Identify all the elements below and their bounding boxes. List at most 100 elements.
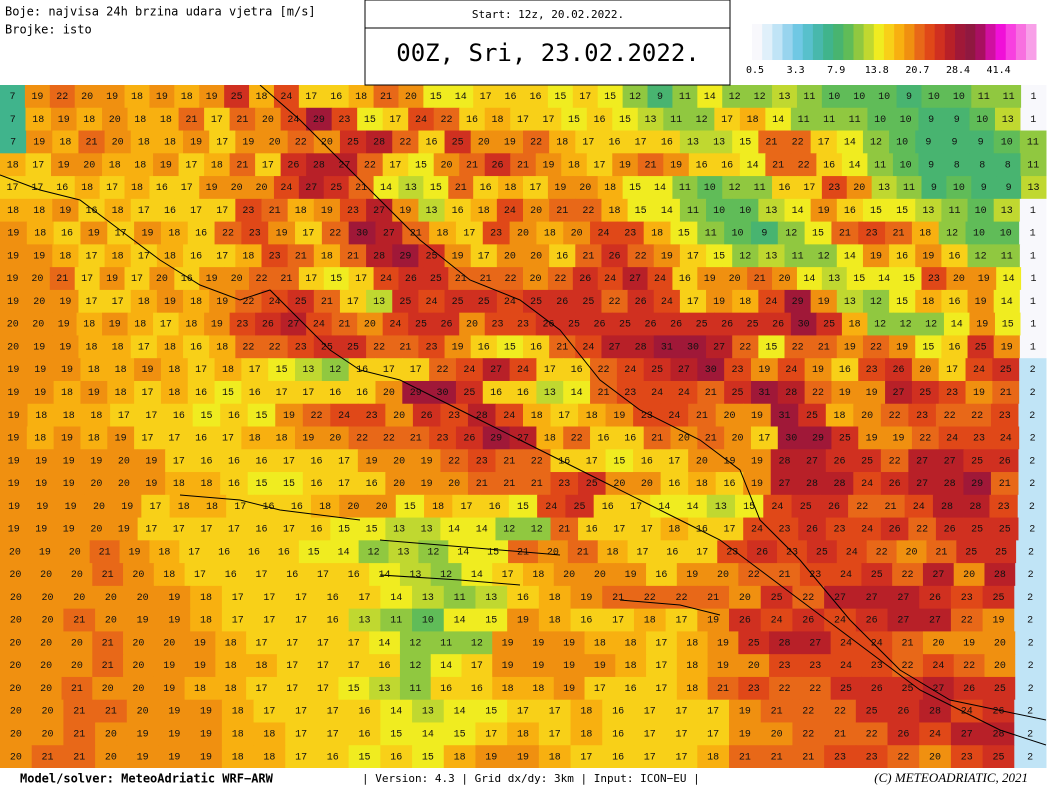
cell-value: 23: [834, 525, 846, 536]
legend-swatch: [995, 24, 1007, 60]
field-cell: [750, 426, 779, 450]
field-cell: [0, 517, 29, 541]
field-cell: [627, 335, 655, 359]
cell-value: 23: [809, 570, 821, 581]
cell-value: 17: [255, 684, 267, 695]
field-cell: [729, 699, 762, 723]
field-cell: [943, 107, 970, 132]
field-cell: [892, 654, 924, 678]
cell-value: 20: [33, 297, 45, 308]
field-cell: [908, 517, 937, 541]
cell-value: 22: [597, 365, 609, 376]
cell-value: 16: [609, 138, 621, 149]
cell-value: 24: [280, 92, 292, 103]
field-cell: [627, 289, 655, 314]
field-cell: [1018, 517, 1047, 541]
cell-value: 19: [88, 229, 100, 240]
field-cell: [375, 380, 403, 405]
field-cell: [747, 267, 773, 291]
field-cell: [672, 176, 698, 200]
cell-value: 17: [317, 684, 329, 695]
cell-value: 25: [866, 707, 878, 718]
field-cell: [706, 335, 733, 359]
cell-value: 1: [1030, 251, 1036, 262]
field-cell: [889, 289, 916, 314]
field-cell: [841, 312, 868, 336]
field-cell: [82, 449, 111, 473]
cell-value: 29: [812, 434, 824, 445]
cell-value: 7: [10, 138, 16, 149]
cell-value: 18: [211, 160, 223, 171]
cell-value: 20: [40, 661, 52, 672]
field-cell: [507, 608, 540, 632]
field-cell: [95, 699, 128, 723]
field-cell: [538, 585, 572, 610]
field-cell: [967, 289, 995, 314]
field-cell: [204, 153, 231, 177]
field-cell: [507, 699, 540, 723]
field-cell: [760, 608, 793, 632]
cell-value: 16: [330, 92, 342, 103]
field-cell: [1019, 130, 1047, 154]
field-cell: [706, 244, 733, 268]
cell-value: 20: [10, 729, 22, 740]
field-cell: [448, 267, 474, 291]
field-cell: [605, 517, 634, 541]
field-cell: [0, 494, 29, 519]
cell-value: 20: [7, 342, 19, 353]
cell-value: 11: [1003, 92, 1015, 103]
cell-value: 16: [661, 138, 673, 149]
cell-value: 26: [556, 297, 568, 308]
cell-value: 18: [437, 229, 449, 240]
cell-value: 17: [383, 365, 395, 376]
cell-value: 26: [609, 251, 621, 262]
cell-value: 25: [747, 320, 759, 331]
field-cell: [697, 585, 730, 610]
field-cell: [53, 380, 81, 405]
field-cell: [889, 130, 916, 154]
cell-value: 16: [218, 547, 230, 558]
cell-value: 27: [916, 456, 928, 467]
cell-value: 18: [686, 661, 698, 672]
cell-value: 23: [866, 229, 878, 240]
field-cell: [214, 426, 242, 450]
field-cell: [183, 244, 210, 268]
cell-value: 20: [132, 661, 144, 672]
field-cell: [908, 472, 937, 496]
cell-value: 1: [1031, 92, 1037, 103]
cell-value: 28: [941, 502, 953, 513]
cell-value: 19: [109, 320, 121, 331]
cell-value: 11: [1001, 251, 1013, 262]
field-cell: [769, 676, 801, 701]
cell-value: 16: [255, 456, 267, 467]
field-cell: [433, 153, 460, 177]
cell-value: 21: [517, 160, 529, 171]
cell-value: 21: [556, 342, 568, 353]
cell-value: 9: [951, 138, 957, 149]
field-cell: [885, 221, 913, 245]
cell-value: 21: [558, 525, 570, 536]
cell-value: 20: [81, 92, 93, 103]
cell-value: 18: [491, 115, 503, 126]
cell-value: 25: [478, 297, 490, 308]
cell-value: 24: [668, 411, 680, 422]
field-cell: [209, 335, 236, 359]
field-cell: [750, 221, 779, 245]
field-cell: [153, 107, 180, 132]
cell-value: 18: [225, 684, 237, 695]
field-cell: [0, 472, 29, 496]
field-cell: [30, 676, 63, 701]
field-cell: [798, 403, 827, 427]
field-cell: [27, 403, 56, 427]
field-cell: [810, 289, 838, 314]
cell-value: 24: [545, 502, 557, 513]
cell-value: 20: [579, 183, 591, 194]
field-cell: [261, 335, 289, 359]
cell-value: 17: [389, 115, 401, 126]
field-cell: [810, 130, 838, 154]
cell-value: 18: [594, 638, 606, 649]
cell-value: 23: [517, 320, 529, 331]
cell-value: 19: [61, 434, 73, 445]
legend-swatch: [1015, 24, 1027, 60]
cell-value: 31: [758, 388, 770, 399]
